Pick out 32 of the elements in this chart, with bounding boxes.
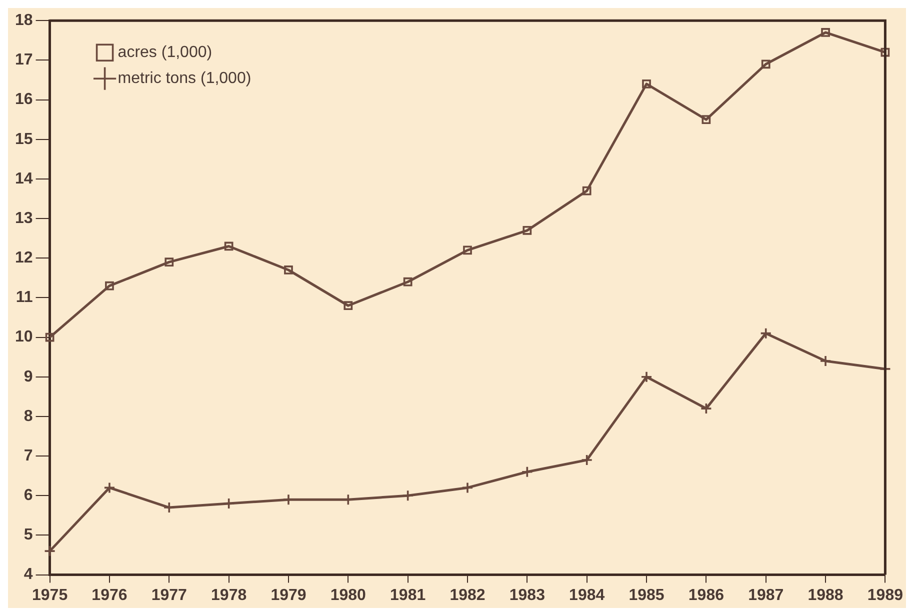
- y-tick-label: 17: [15, 52, 33, 69]
- legend-label: metric tons (1,000): [118, 70, 252, 88]
- x-tick-label: 1988: [808, 586, 844, 604]
- y-tick-label: 7: [24, 447, 33, 464]
- x-tick-label: 1985: [628, 586, 664, 604]
- x-tick-label: 1987: [748, 586, 784, 604]
- y-tick-label: 5: [24, 526, 33, 544]
- y-tick-label: 8: [24, 408, 33, 425]
- y-tick-label: 18: [15, 12, 33, 30]
- x-tick-label: 1983: [509, 586, 546, 604]
- y-tick-label: 11: [16, 289, 33, 306]
- x-tick-label: 1978: [211, 586, 247, 604]
- x-tick-label: 1982: [450, 586, 486, 604]
- x-tick-label: 1980: [330, 586, 366, 604]
- x-tick-label: 1976: [92, 586, 128, 604]
- y-tick-label: 4: [24, 566, 33, 584]
- y-tick-label: 15: [15, 130, 33, 148]
- y-tick-label: 10: [15, 328, 33, 346]
- y-tick-label: 6: [24, 487, 33, 504]
- x-tick-label: 1986: [688, 586, 724, 604]
- legend-label: acres (1,000): [118, 44, 212, 62]
- y-tick-label: 14: [15, 170, 33, 188]
- x-tick-label: 1975: [32, 586, 68, 604]
- x-tick-label: 1977: [151, 586, 188, 604]
- y-tick-label: 12: [15, 250, 33, 267]
- y-tick-label: 9: [24, 368, 33, 386]
- x-tick-label: 1989: [867, 586, 904, 604]
- y-tick-label: 13: [15, 210, 33, 227]
- x-tick-label: 1981: [390, 586, 426, 604]
- x-tick-label: 1979: [270, 586, 306, 604]
- y-tick-label: 16: [15, 91, 33, 108]
- x-tick-label: 1984: [569, 586, 605, 604]
